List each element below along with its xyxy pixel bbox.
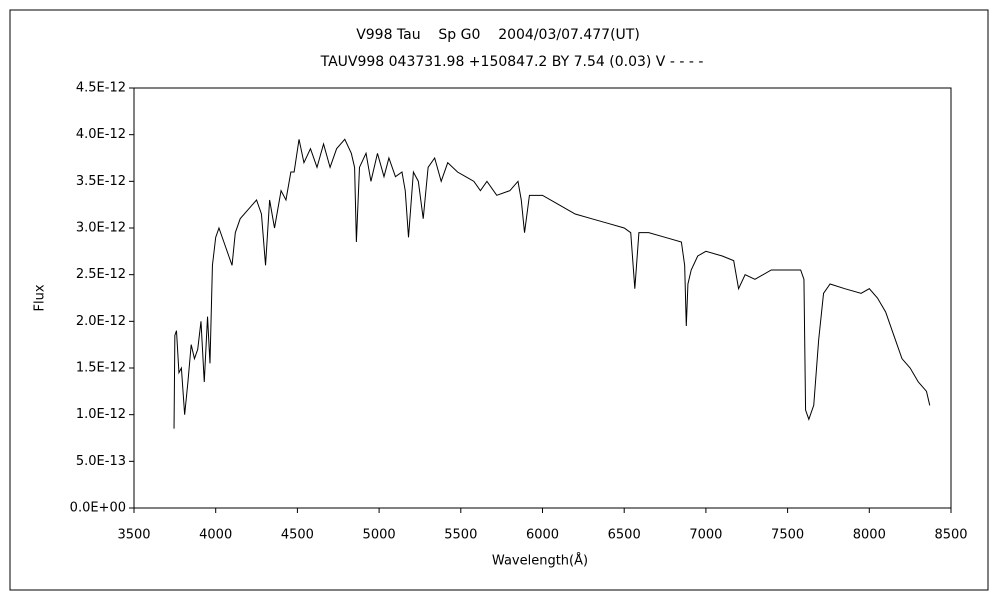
y-tick-label: 5.0E-13 (76, 454, 126, 469)
x-tick-label: 3500 (117, 528, 150, 543)
x-axis-label: Wavelength(Å) (492, 553, 588, 569)
x-tick-label: 7500 (771, 528, 804, 543)
y-tick-label: 3.0E-12 (76, 221, 126, 236)
x-tick-label: 6000 (526, 528, 559, 543)
y-tick-label: 2.5E-12 (76, 267, 126, 282)
x-tick-label: 7000 (689, 528, 722, 543)
x-tick-label: 4500 (281, 528, 314, 543)
y-tick-label: 1.0E-12 (76, 407, 126, 422)
y-tick-label: 1.5E-12 (76, 361, 126, 376)
y-tick-label: 3.5E-12 (76, 174, 126, 189)
x-tick-label: 4000 (199, 528, 232, 543)
x-tick-label: 5500 (444, 528, 477, 543)
plot-area (133, 87, 952, 509)
x-tick-label: 8000 (853, 528, 886, 543)
y-tick-label: 2.0E-12 (76, 314, 126, 329)
spectrum-line (173, 138, 931, 429)
y-tick-label: 0.0E+00 (70, 501, 126, 516)
x-tick-label: 5000 (363, 528, 396, 543)
x-tick-label: 6500 (608, 528, 641, 543)
y-tick-label: 4.0E-12 (76, 127, 126, 142)
y-tick-label: 4.5E-12 (76, 81, 126, 96)
x-tick-label: 8500 (934, 528, 967, 543)
chart-subtitle: TAUV998 043731.98 +150847.2 BY 7.54 (0.0… (320, 54, 704, 70)
chart-title: V998 Tau Sp G0 2004/03/07.477(UT) (356, 27, 640, 43)
y-axis-label: Flux (33, 284, 48, 311)
